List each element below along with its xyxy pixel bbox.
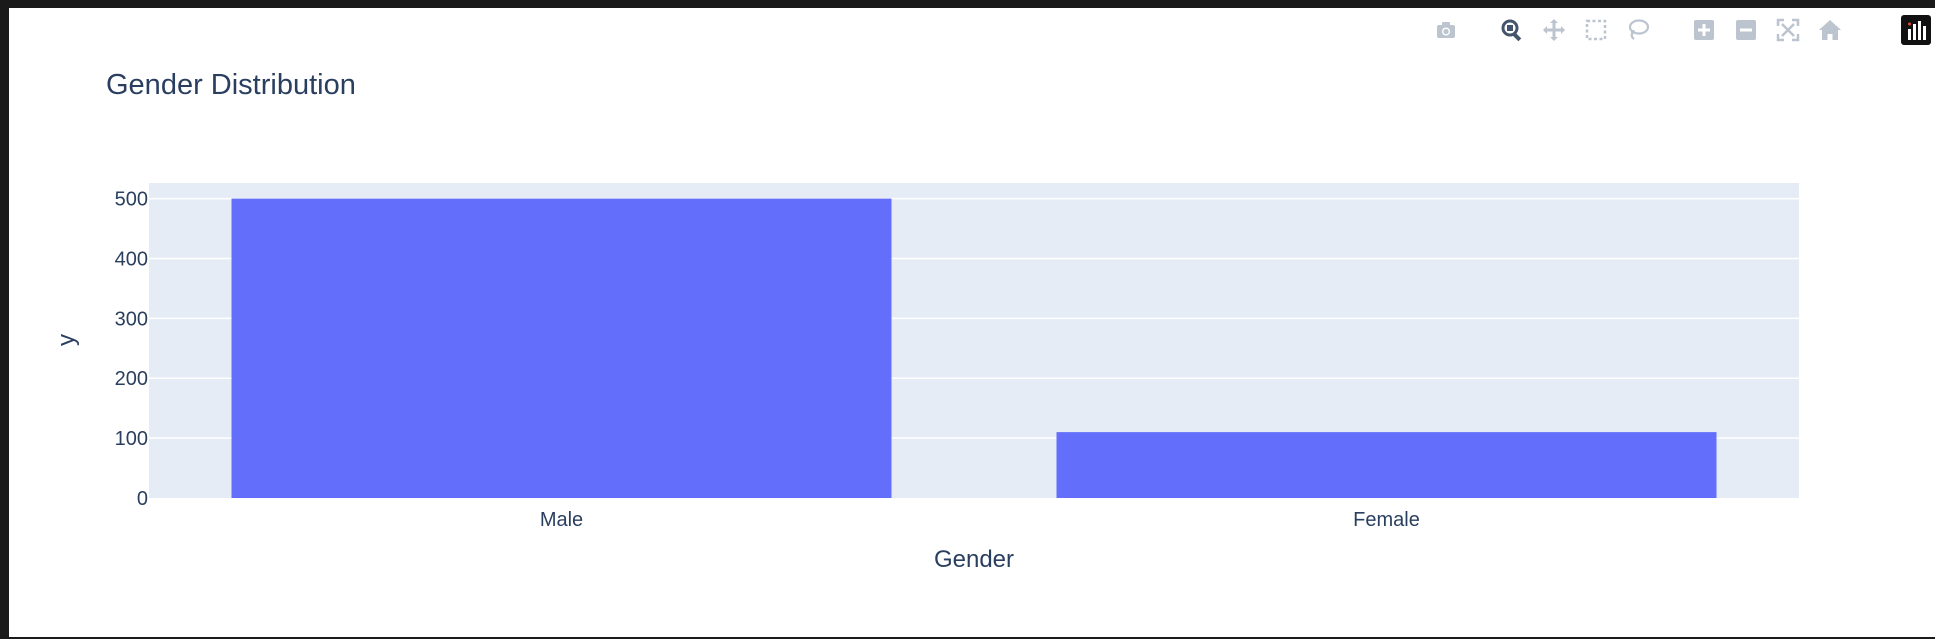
y-axis-ticks: 0 100 200 300 400 500 xyxy=(115,189,148,510)
modebar-group xyxy=(1491,16,1659,44)
y-tick-label: 400 xyxy=(115,248,148,270)
y-tick-label: 0 xyxy=(137,488,148,510)
plotly-logo-icon[interactable] xyxy=(1901,15,1931,45)
y-tick-label: 500 xyxy=(115,189,148,211)
y-axis-title: y xyxy=(53,334,80,346)
chart-title: Gender Distribution xyxy=(106,69,356,101)
y-tick-label: 200 xyxy=(115,368,148,390)
zoom-out-icon[interactable] xyxy=(1732,16,1760,44)
x-axis-title: Gender xyxy=(934,546,1014,573)
zoom-in-icon[interactable] xyxy=(1690,16,1718,44)
camera-icon[interactable] xyxy=(1432,16,1460,44)
bar-female[interactable] xyxy=(1056,432,1717,498)
modebar-group xyxy=(1683,16,1851,44)
y-tick-label: 300 xyxy=(115,308,148,330)
reset-axes-icon[interactable] xyxy=(1816,16,1844,44)
x-tick-label: Male xyxy=(540,509,583,531)
box-select-icon[interactable] xyxy=(1582,16,1610,44)
modebar-group xyxy=(1875,15,1931,45)
bars xyxy=(231,198,1717,498)
bar-male[interactable] xyxy=(231,198,892,498)
lasso-select-icon[interactable] xyxy=(1624,16,1652,44)
modebar xyxy=(1401,14,1931,46)
zoom-icon[interactable] xyxy=(1498,16,1526,44)
pan-icon[interactable] xyxy=(1540,16,1568,44)
y-tick-label: 100 xyxy=(115,428,148,450)
autoscale-icon[interactable] xyxy=(1774,16,1802,44)
x-axis-ticks: Male Female xyxy=(540,509,1420,531)
modebar-group xyxy=(1425,16,1467,44)
x-tick-label: Female xyxy=(1353,509,1420,531)
